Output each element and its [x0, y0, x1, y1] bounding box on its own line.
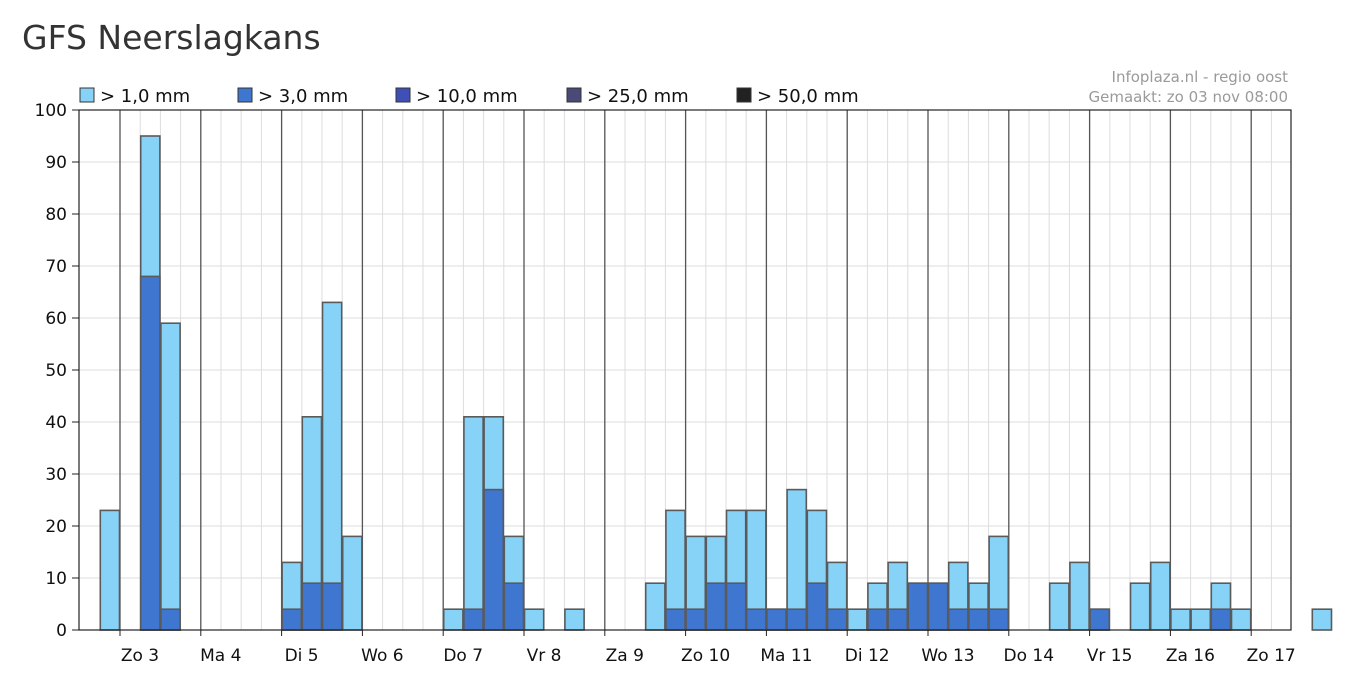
bar	[1149, 561, 1171, 631]
x-tick-label: Vr 15	[1087, 646, 1133, 666]
info-source: Infoplaza.nl - regio oost	[1112, 68, 1289, 86]
plot-frame	[78, 109, 1292, 631]
info-made-timestamp: Gemaakt: zo 03 nov 08:00	[1089, 88, 1288, 106]
x-tick-label: Do 14	[1004, 646, 1055, 666]
bar	[745, 608, 767, 631]
x-tick-label: Do 7	[443, 646, 483, 666]
y-tick-label: 70	[45, 257, 67, 277]
y-tick-label: 100	[35, 101, 67, 121]
bar	[1089, 608, 1111, 631]
legend: > 1,0 mm > 3,0 mm > 10,0 mm > 25,0 mm > 50,0…	[79, 86, 859, 107]
x-tick-label: Zo 3	[121, 646, 159, 666]
bar	[1190, 608, 1212, 631]
bar	[988, 608, 1010, 631]
bar	[321, 582, 343, 631]
legend-label: > 25,0 mm	[587, 86, 689, 107]
bar	[1048, 582, 1070, 631]
legend-swatch	[395, 87, 411, 103]
x-tick-label: Zo 10	[681, 646, 730, 666]
x-tick-label: Za 9	[606, 646, 644, 666]
legend-label: > 3,0 mm	[258, 86, 348, 107]
x-tick-label: Za 16	[1166, 646, 1215, 666]
bar	[463, 608, 484, 631]
y-tick-label: 90	[45, 153, 67, 173]
bar	[806, 582, 828, 631]
y-tick-label: 30	[45, 465, 67, 485]
bar	[725, 582, 747, 631]
bar	[826, 608, 848, 631]
bar	[160, 608, 181, 631]
bar	[463, 415, 484, 631]
bar	[705, 582, 727, 631]
axes-layer: 0 10 20 30 40 50 60 70 80 90 100 Zo 3 Ma 4 Di 5 Wo 6 Do…	[35, 101, 1296, 666]
bar	[786, 608, 808, 631]
x-tick-label: Wo 6	[361, 646, 403, 666]
bar	[139, 275, 161, 631]
bar	[301, 582, 323, 631]
bar	[523, 608, 545, 631]
bar	[968, 608, 989, 631]
y-tick-label: 10	[45, 569, 67, 589]
bar	[846, 608, 868, 631]
y-tick-label: 40	[45, 413, 67, 433]
y-tick-label: 20	[45, 517, 67, 537]
legend-swatch	[566, 87, 582, 103]
bar	[766, 608, 787, 631]
x-tick-label: Zo 17	[1247, 646, 1296, 666]
y-tick-label: 60	[45, 309, 67, 329]
legend-swatch	[237, 87, 253, 103]
legend-label: > 50,0 mm	[757, 86, 859, 107]
bar	[99, 509, 121, 631]
bar	[685, 608, 707, 631]
bar	[867, 608, 888, 631]
bar	[321, 301, 343, 631]
legend-label: > 10,0 mm	[416, 86, 518, 107]
x-tick-label: Di 5	[285, 646, 319, 666]
bar	[907, 582, 929, 631]
bar	[483, 488, 505, 631]
bar	[160, 322, 181, 631]
x-tick-label: Vr 8	[527, 646, 562, 666]
bar	[503, 582, 525, 631]
bar	[1069, 561, 1090, 631]
x-tick-label: Wo 13	[921, 646, 974, 666]
bar	[1230, 608, 1252, 631]
y-tick-label: 80	[45, 205, 67, 225]
bar	[1210, 608, 1232, 631]
bar	[341, 535, 363, 631]
legend-swatch	[79, 87, 95, 103]
x-tick-label: Ma 11	[760, 646, 812, 666]
bar	[1129, 582, 1151, 631]
bar	[281, 608, 303, 631]
x-tick-label: Ma 4	[200, 646, 241, 666]
y-tick-label: 0	[56, 621, 67, 641]
bar	[927, 582, 949, 631]
bar	[947, 608, 969, 631]
bar	[665, 608, 686, 631]
legend-label: > 1,0 mm	[100, 86, 190, 107]
bar	[564, 608, 585, 631]
x-tick-label: Di 12	[845, 646, 890, 666]
y-tick-label: 50	[45, 361, 67, 381]
bar	[644, 582, 666, 631]
page-title: GFS Neerslagkans	[22, 18, 321, 57]
bar	[442, 608, 464, 631]
legend-swatch	[736, 87, 752, 103]
bar	[1311, 608, 1333, 631]
bar	[1170, 608, 1191, 631]
bars-layer	[99, 135, 1333, 631]
bar	[887, 608, 909, 631]
